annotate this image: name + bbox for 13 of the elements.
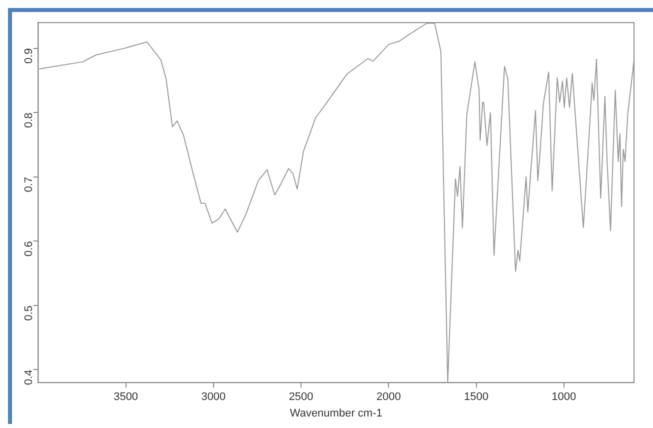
x-tick-label: 2000 bbox=[376, 391, 401, 404]
x-tick-label: 3500 bbox=[114, 391, 138, 404]
y-tick-label: 0.4 bbox=[23, 370, 36, 386]
x-tick-label: 1500 bbox=[464, 391, 489, 404]
y-tick-label: 0.9 bbox=[23, 48, 36, 64]
y-tick-label: 0.6 bbox=[23, 241, 36, 256]
x-axis-title: Wavenumber cm-1 bbox=[290, 407, 382, 420]
x-tick-label: 3000 bbox=[201, 391, 226, 404]
x-tick-label: 2500 bbox=[288, 391, 314, 404]
x-tick-label: 1000 bbox=[552, 391, 576, 404]
y-tick-label: 0.5 bbox=[23, 305, 36, 321]
y-tick-label: 0.8 bbox=[23, 112, 36, 128]
y-tick-label: 0.7 bbox=[23, 176, 36, 192]
